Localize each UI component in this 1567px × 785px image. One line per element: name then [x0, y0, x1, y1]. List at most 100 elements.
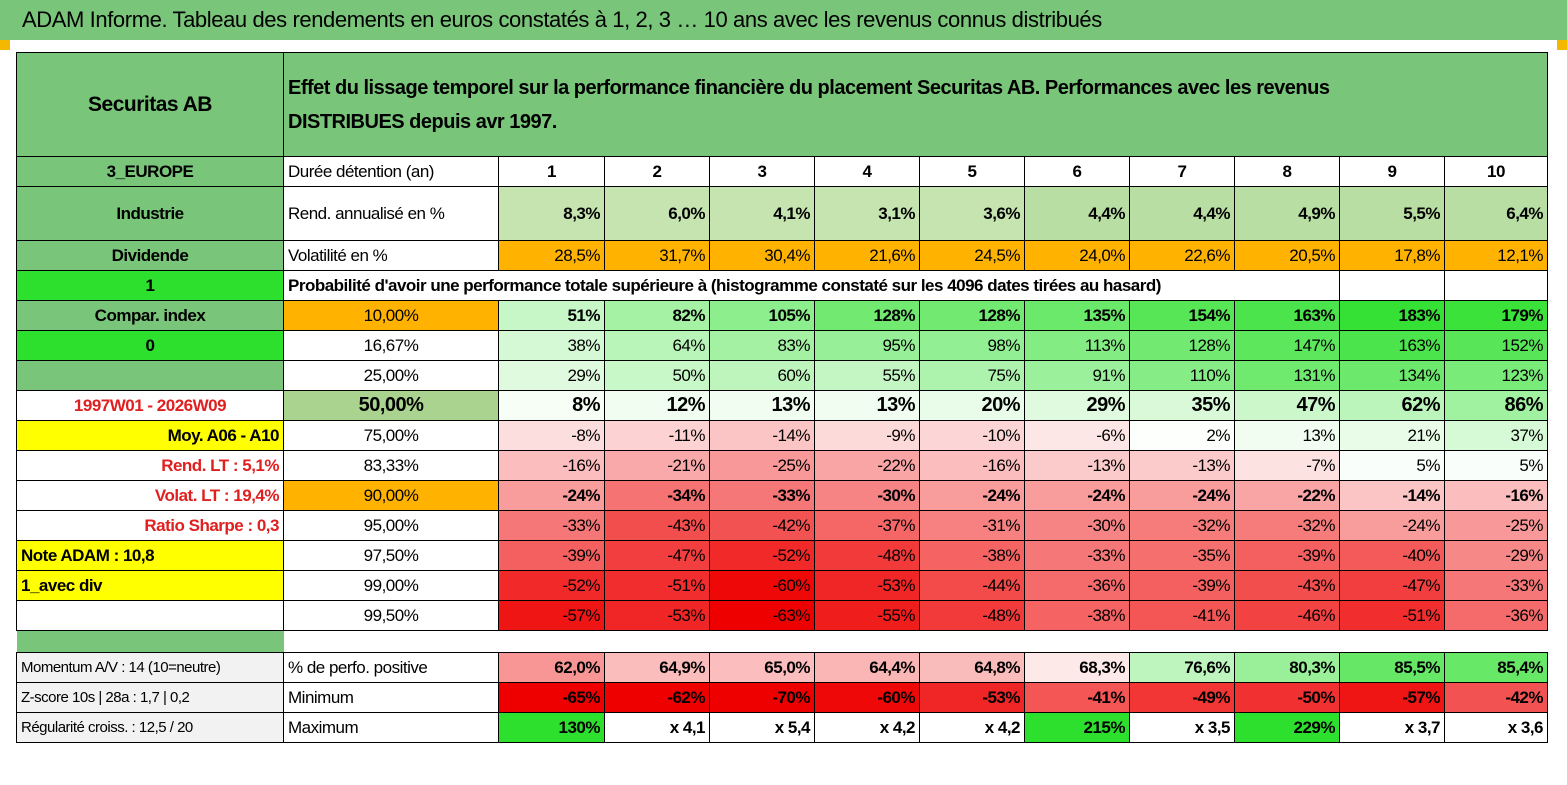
percentile-value: 134% [1339, 360, 1445, 391]
year-header: 6 [1024, 156, 1130, 187]
percentile-row: 25,00% 29% 50% 60% 55% 75% 91% 110% 131% 134% 123% [16, 360, 1548, 391]
percentile-value: 95% [814, 330, 920, 361]
percentile-value: 131% [1234, 360, 1340, 391]
left-info-cell: Compar. index [16, 300, 284, 331]
percentile-value: 128% [919, 300, 1025, 331]
stat-value: 229% [1234, 712, 1340, 743]
percentile-label: 75,00% [283, 420, 499, 451]
proba-label: Probabilité d'avoir une performance tota… [283, 270, 1340, 301]
percentile-value: 20% [919, 390, 1025, 421]
stat-left-label: Z-score 10s | 28a : 1,7 | 0,2 [16, 682, 284, 713]
stat-value: 85,5% [1339, 652, 1445, 683]
year-header: 1 [498, 156, 605, 187]
stat-left-label: Momentum A/V : 14 (10=neutre) [16, 652, 284, 683]
percentile-value: 13% [1234, 420, 1340, 451]
left-info-cell: 0 [16, 330, 284, 361]
percentile-value: 8% [498, 390, 605, 421]
report-title: ADAM Informe. Tableau des rendements en … [0, 0, 1567, 40]
percentile-value: 47% [1234, 390, 1340, 421]
percentile-value: 13% [814, 390, 920, 421]
percentile-value: 135% [1024, 300, 1130, 331]
percentile-value: -31% [919, 510, 1025, 541]
percentile-value: -30% [814, 480, 920, 511]
year-header: 7 [1129, 156, 1235, 187]
left-info-cell: 1_avec div [16, 570, 284, 601]
percentile-value: 29% [498, 360, 605, 391]
percentile-row: Moy. A06 - A10 75,00% -8% -11% -14% -9% -10% -6… [16, 420, 1548, 451]
rend-value: 3,1% [814, 186, 920, 241]
percentile-row: Note ADAM : 10,8 97,50% -39% -47% -52% -48% -3… [16, 540, 1548, 571]
vol-value: 31,7% [604, 240, 710, 271]
percentile-value: 5% [1339, 450, 1445, 481]
stat-row: Momentum A/V : 14 (10=neutre)% de perfo.… [16, 652, 1548, 683]
stat-value: 80,3% [1234, 652, 1340, 683]
percentile-value: -24% [1129, 480, 1235, 511]
stat-row: Régularité croiss. : 12,5 / 20 Maximum 130… [16, 712, 1548, 743]
percentile-value: -36% [1024, 570, 1130, 601]
percentile-value: 163% [1234, 300, 1340, 331]
percentile-value: -33% [1024, 540, 1130, 571]
percentile-value: -63% [709, 600, 815, 631]
percentile-row: 0 16,67% 38% 64% 83% 95% 98% 113% 128% 147% 163% 15… [16, 330, 1548, 361]
percentile-value: -47% [1339, 570, 1445, 601]
percentile-value: -32% [1234, 510, 1340, 541]
percentile-value: -40% [1339, 540, 1445, 571]
percentile-row: Compar. index 10,00% 51% 82% 105% 128% 128% 135… [16, 300, 1548, 331]
percentile-row: 1997W01 - 2026W09 50,00% 8% 12% 13% 13% 20% 29%… [16, 390, 1548, 421]
percentile-row: 99,50% -57% -53% -63% -55% -48% -38% -41% -46% -5… [16, 600, 1548, 631]
percentile-value: -47% [604, 540, 710, 571]
percentile-label: 25,00% [283, 360, 499, 391]
stat-value: -60% [814, 682, 920, 713]
vol-value: 12,1% [1444, 240, 1548, 271]
percentile-value: 51% [498, 300, 605, 331]
percentile-value: 128% [1129, 330, 1235, 361]
percentile-value: -42% [709, 510, 815, 541]
spacer-row [16, 630, 1548, 653]
percentile-label: 95,00% [283, 510, 499, 541]
percentile-value: -22% [814, 450, 920, 481]
percentile-value: -48% [814, 540, 920, 571]
percentile-value: -33% [709, 480, 815, 511]
vol-value: 24,0% [1024, 240, 1130, 271]
percentile-value: 183% [1339, 300, 1445, 331]
empty-cell [1444, 270, 1548, 301]
percentile-value: -21% [604, 450, 710, 481]
stat-left-label: Régularité croiss. : 12,5 / 20 [16, 712, 284, 743]
percentile-value: -10% [919, 420, 1025, 451]
rend-value: 4,4% [1129, 186, 1235, 241]
stat-label: % de perfo. positive [283, 652, 499, 683]
percentile-value: -24% [1339, 510, 1445, 541]
percentile-value: 152% [1444, 330, 1548, 361]
percentile-value: 21% [1339, 420, 1445, 451]
percentile-value: -53% [604, 600, 710, 631]
rend-value: 3,6% [919, 186, 1025, 241]
year-header: 9 [1339, 156, 1445, 187]
percentile-value: -9% [814, 420, 920, 451]
percentile-value: 110% [1129, 360, 1235, 391]
percentile-value: -52% [709, 540, 815, 571]
vol-value: 17,8% [1339, 240, 1445, 271]
percentile-label: 90,00% [283, 480, 499, 511]
stat-value: 215% [1024, 712, 1130, 743]
percentile-value: -51% [604, 570, 710, 601]
percentile-value: 62% [1339, 390, 1445, 421]
percentile-value: -35% [1129, 540, 1235, 571]
flag-one: 1 [16, 270, 284, 301]
percentile-value: -57% [498, 600, 605, 631]
stat-value: 64,9% [604, 652, 710, 683]
sector-label: Industrie [16, 186, 284, 241]
percentile-label: 99,50% [283, 600, 499, 631]
stat-label: Maximum [283, 712, 499, 743]
stat-value: 62,0% [498, 652, 605, 683]
percentile-value: 147% [1234, 330, 1340, 361]
vol-value: 30,4% [709, 240, 815, 271]
percentile-value: -55% [814, 600, 920, 631]
years-row: 3_EUROPE Durée détention (an) 1 2 3 4 5 6 7 8 9 10 [16, 156, 1548, 187]
left-info-cell: Rend. LT : 5,1% [16, 450, 284, 481]
stat-value: x 4,2 [919, 712, 1025, 743]
spacer-cell [284, 631, 1548, 653]
vol-value: 22,6% [1129, 240, 1235, 271]
stat-value: 65,0% [709, 652, 815, 683]
left-info-cell: 1997W01 - 2026W09 [16, 390, 284, 421]
stat-value: 85,4% [1444, 652, 1548, 683]
